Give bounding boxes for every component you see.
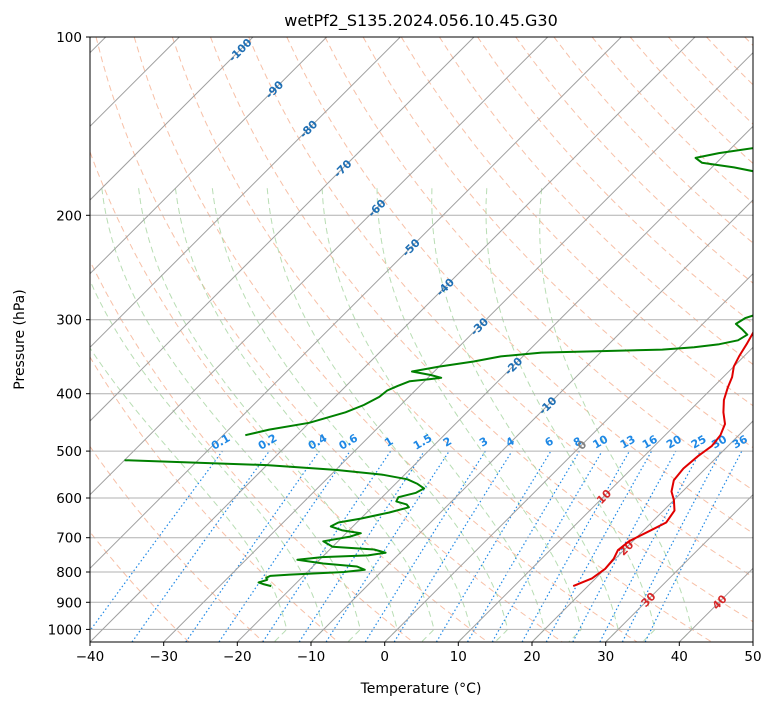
- mixing-ratio-line: [325, 450, 450, 642]
- background-lines: [90, 37, 753, 642]
- isotherm-line: [531, 420, 753, 642]
- moist-adiabat: [138, 188, 398, 642]
- dry-adiabat: [477, 37, 753, 325]
- mixing-ratio-line: [435, 450, 552, 642]
- isotherm-line: [90, 37, 475, 422]
- x-tick-label: 0: [380, 649, 389, 665]
- isotherm-line: [163, 51, 753, 642]
- mixing-ratio-line: [545, 450, 653, 642]
- x-tick-label: 10: [450, 649, 467, 665]
- mixing-ratio-label: 25: [689, 433, 709, 452]
- moist-adiabat: [211, 188, 472, 642]
- mixing-ratio-line: [364, 450, 486, 642]
- isotherm-line: [90, 37, 328, 275]
- x-tick-label: −40: [76, 649, 105, 665]
- isotherm-line: [236, 125, 753, 642]
- isotherm-line: [90, 37, 549, 496]
- y-tick-label: 700: [56, 531, 82, 547]
- x-axis-label: Temperature (°C): [360, 681, 482, 697]
- mixing-ratio-line: [644, 450, 743, 642]
- temperature-profile: [572, 327, 753, 588]
- isotherm-line: [752, 641, 753, 642]
- moist-adiabat: [321, 188, 546, 642]
- mixing-ratio-line: [466, 450, 580, 642]
- dry-adiabat: [438, 37, 753, 366]
- y-axis-label: Pressure (hPa): [12, 289, 28, 389]
- dry-adiabat: [668, 37, 753, 125]
- y-tick-label: 500: [56, 444, 82, 460]
- moist-adiabat: [485, 188, 656, 642]
- isotherm-line: [457, 346, 753, 642]
- isotherm-line: [384, 272, 753, 642]
- isotherm-line: [678, 567, 753, 642]
- isotherm-line: [310, 199, 753, 642]
- moist-adiabat: [101, 188, 361, 642]
- y-tick-label: 400: [56, 387, 82, 403]
- isotherm-line: [90, 37, 622, 570]
- mixing-ratio-label: 6: [543, 434, 556, 449]
- y-tick-label: 100: [56, 30, 82, 46]
- x-tick-label: −20: [223, 649, 252, 665]
- mixing-ratio-line: [90, 450, 223, 632]
- y-tick-label: 800: [56, 565, 82, 581]
- pressure-gridlines: [90, 36, 753, 630]
- dry-adiabat: [90, 531, 190, 642]
- x-tick-label: 30: [597, 649, 614, 665]
- x-tick-label: 40: [671, 649, 688, 665]
- mixing-ratio-line: [393, 450, 513, 642]
- mixing-ratio-line: [298, 450, 425, 642]
- profile-lines: [124, 147, 753, 588]
- moist-adiabat: [174, 188, 435, 642]
- y-tick-label: 1000: [48, 622, 82, 638]
- mixing-ratio-label: 20: [664, 432, 684, 451]
- mixing-ratio-line: [218, 450, 351, 642]
- dry-adiabat: [324, 37, 753, 491]
- mixing-ratio-line: [131, 450, 270, 642]
- dry-adiabat: [90, 445, 264, 642]
- isotherm-line: [90, 37, 696, 642]
- dry-adiabat: [90, 150, 488, 642]
- isotherm-lines: [90, 37, 753, 642]
- x-tick-label: −10: [297, 649, 326, 665]
- y-tick-label: 600: [56, 491, 82, 507]
- isotherm-label: -70: [331, 157, 354, 180]
- y-tick-label: 300: [56, 313, 82, 329]
- dry-adiabat: [133, 37, 638, 642]
- dewpoint-profile: [124, 459, 426, 588]
- isotherm-line: [605, 493, 753, 642]
- axes: −40 −30 −20 −10 0 10 20 30 40 5010020030040050060…: [48, 30, 762, 665]
- mixing-ratio-line: [599, 450, 702, 642]
- mixing-ratio-label: 36: [730, 432, 750, 451]
- moist-adiabat: [539, 188, 693, 642]
- isotherm-label: -100: [226, 36, 255, 65]
- dry-adiabat: [210, 37, 753, 623]
- x-tick-label: 50: [744, 649, 761, 665]
- plot-frame: [89, 36, 754, 643]
- isotherm-line: [90, 37, 401, 349]
- moist-adiabat: [376, 188, 582, 642]
- chart-title: wetPf2_S135.2024.056.10.45.G30: [284, 11, 558, 31]
- x-tick-label: −30: [149, 649, 178, 665]
- dry-adiabat: [95, 37, 563, 642]
- x-tick-label: 20: [523, 649, 540, 665]
- y-tick-label: 900: [56, 595, 82, 611]
- dewpoint-profile: [245, 147, 753, 437]
- dry-adiabat: [248, 37, 753, 578]
- mixing-ratio-line: [185, 450, 320, 642]
- y-tick-label: 200: [56, 208, 82, 224]
- mixing-ratio-label: 16: [640, 432, 660, 451]
- dry-adiabat: [171, 37, 712, 642]
- mixing-ratio-label: 1.5: [411, 432, 434, 453]
- moist-adiabat: [266, 188, 509, 642]
- isotherm-line: [90, 37, 254, 201]
- dry-adiabat: [90, 259, 414, 642]
- moist-adiabat: [90, 347, 288, 642]
- dry-adiabat: [90, 356, 339, 642]
- mixing-ratio-line: [262, 450, 392, 642]
- mixing-ratio-line: [521, 450, 631, 642]
- mixing-ratio-line: [572, 450, 677, 642]
- moist-adiabat: [90, 279, 325, 642]
- mixing-ratio-label: 0.4: [306, 431, 330, 452]
